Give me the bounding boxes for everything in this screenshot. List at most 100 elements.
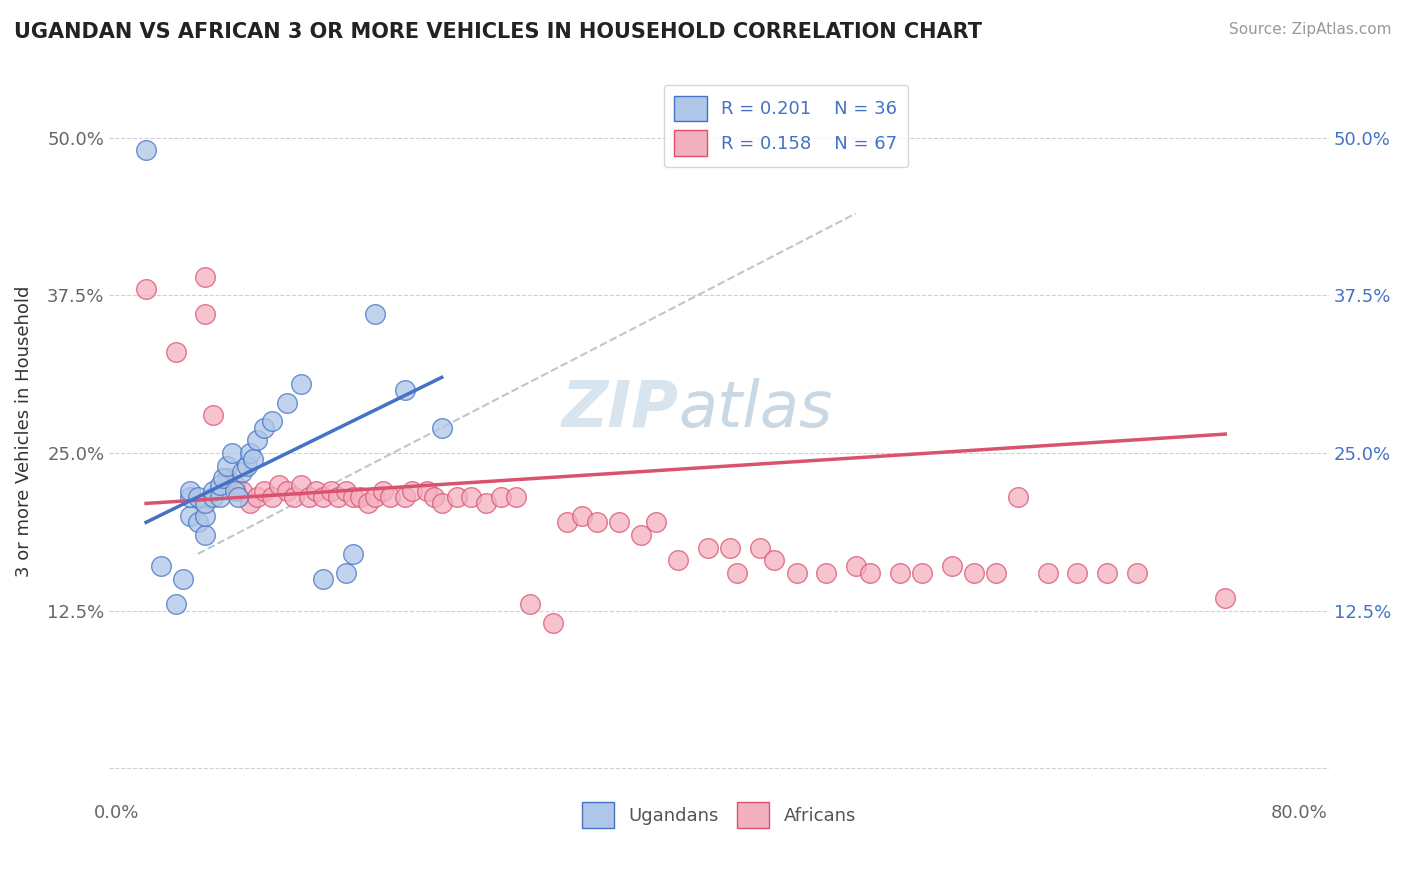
Point — [269, 477, 291, 491]
Point — [208, 477, 231, 491]
Point — [239, 496, 262, 510]
Point — [165, 345, 187, 359]
Point — [290, 376, 312, 391]
Point — [696, 541, 718, 555]
Point — [187, 490, 209, 504]
Point — [224, 477, 246, 491]
Point — [179, 483, 201, 498]
Point — [226, 490, 249, 504]
Point — [305, 483, 328, 498]
Text: Source: ZipAtlas.com: Source: ZipAtlas.com — [1229, 22, 1392, 37]
Point — [179, 490, 201, 504]
Point — [328, 490, 350, 504]
Point — [187, 516, 209, 530]
Point — [571, 509, 593, 524]
Point — [666, 553, 689, 567]
Point — [149, 559, 172, 574]
Point — [1066, 566, 1088, 580]
Point — [212, 471, 235, 485]
Point — [246, 434, 269, 448]
Point — [276, 483, 298, 498]
Point — [815, 566, 838, 580]
Point — [312, 490, 335, 504]
Point — [246, 490, 269, 504]
Legend: Ugandans, Africans: Ugandans, Africans — [575, 795, 863, 835]
Point — [364, 490, 387, 504]
Point — [394, 383, 416, 397]
Point — [253, 421, 276, 435]
Point — [172, 572, 194, 586]
Point — [135, 282, 157, 296]
Point — [260, 490, 283, 504]
Point — [201, 490, 224, 504]
Point — [1125, 566, 1147, 580]
Point — [1036, 566, 1059, 580]
Point — [911, 566, 934, 580]
Point — [239, 446, 262, 460]
Point — [845, 559, 868, 574]
Point — [194, 269, 217, 284]
Point — [371, 483, 394, 498]
Point — [889, 566, 911, 580]
Point — [283, 490, 305, 504]
Point — [489, 490, 512, 504]
Point — [984, 566, 1007, 580]
Point — [859, 566, 882, 580]
Point — [357, 496, 380, 510]
Point — [630, 528, 652, 542]
Point — [135, 144, 157, 158]
Point — [963, 566, 986, 580]
Point — [208, 490, 231, 504]
Point — [290, 477, 312, 491]
Point — [519, 597, 541, 611]
Point — [312, 572, 335, 586]
Point — [319, 483, 342, 498]
Point — [179, 509, 201, 524]
Point — [242, 452, 264, 467]
Y-axis label: 3 or more Vehicles in Household: 3 or more Vehicles in Household — [15, 285, 32, 576]
Point — [401, 483, 423, 498]
Point — [253, 483, 276, 498]
Point — [645, 516, 668, 530]
Point — [423, 490, 446, 504]
Point — [1095, 566, 1118, 580]
Point — [786, 566, 808, 580]
Point — [298, 490, 321, 504]
Point — [201, 408, 224, 422]
Text: ZIP: ZIP — [561, 378, 678, 440]
Point — [194, 496, 217, 510]
Point — [430, 496, 453, 510]
Point — [541, 616, 564, 631]
Point — [231, 483, 253, 498]
Point — [446, 490, 468, 504]
Point — [335, 566, 357, 580]
Point — [235, 458, 257, 473]
Point — [416, 483, 439, 498]
Point — [221, 446, 243, 460]
Point — [364, 307, 387, 321]
Point — [557, 516, 579, 530]
Point — [748, 541, 770, 555]
Point — [475, 496, 498, 510]
Point — [349, 490, 371, 504]
Point — [342, 490, 364, 504]
Point — [335, 483, 357, 498]
Point — [1213, 591, 1236, 605]
Point — [586, 516, 609, 530]
Point — [194, 307, 217, 321]
Point — [505, 490, 527, 504]
Point — [430, 421, 453, 435]
Point — [231, 465, 253, 479]
Point — [224, 483, 246, 498]
Point — [941, 559, 963, 574]
Point — [394, 490, 416, 504]
Point — [217, 471, 239, 485]
Point — [260, 415, 283, 429]
Point — [718, 541, 741, 555]
Text: UGANDAN VS AFRICAN 3 OR MORE VEHICLES IN HOUSEHOLD CORRELATION CHART: UGANDAN VS AFRICAN 3 OR MORE VEHICLES IN… — [14, 22, 981, 42]
Point — [201, 483, 224, 498]
Point — [725, 566, 748, 580]
Point — [460, 490, 482, 504]
Point — [342, 547, 364, 561]
Point — [217, 458, 239, 473]
